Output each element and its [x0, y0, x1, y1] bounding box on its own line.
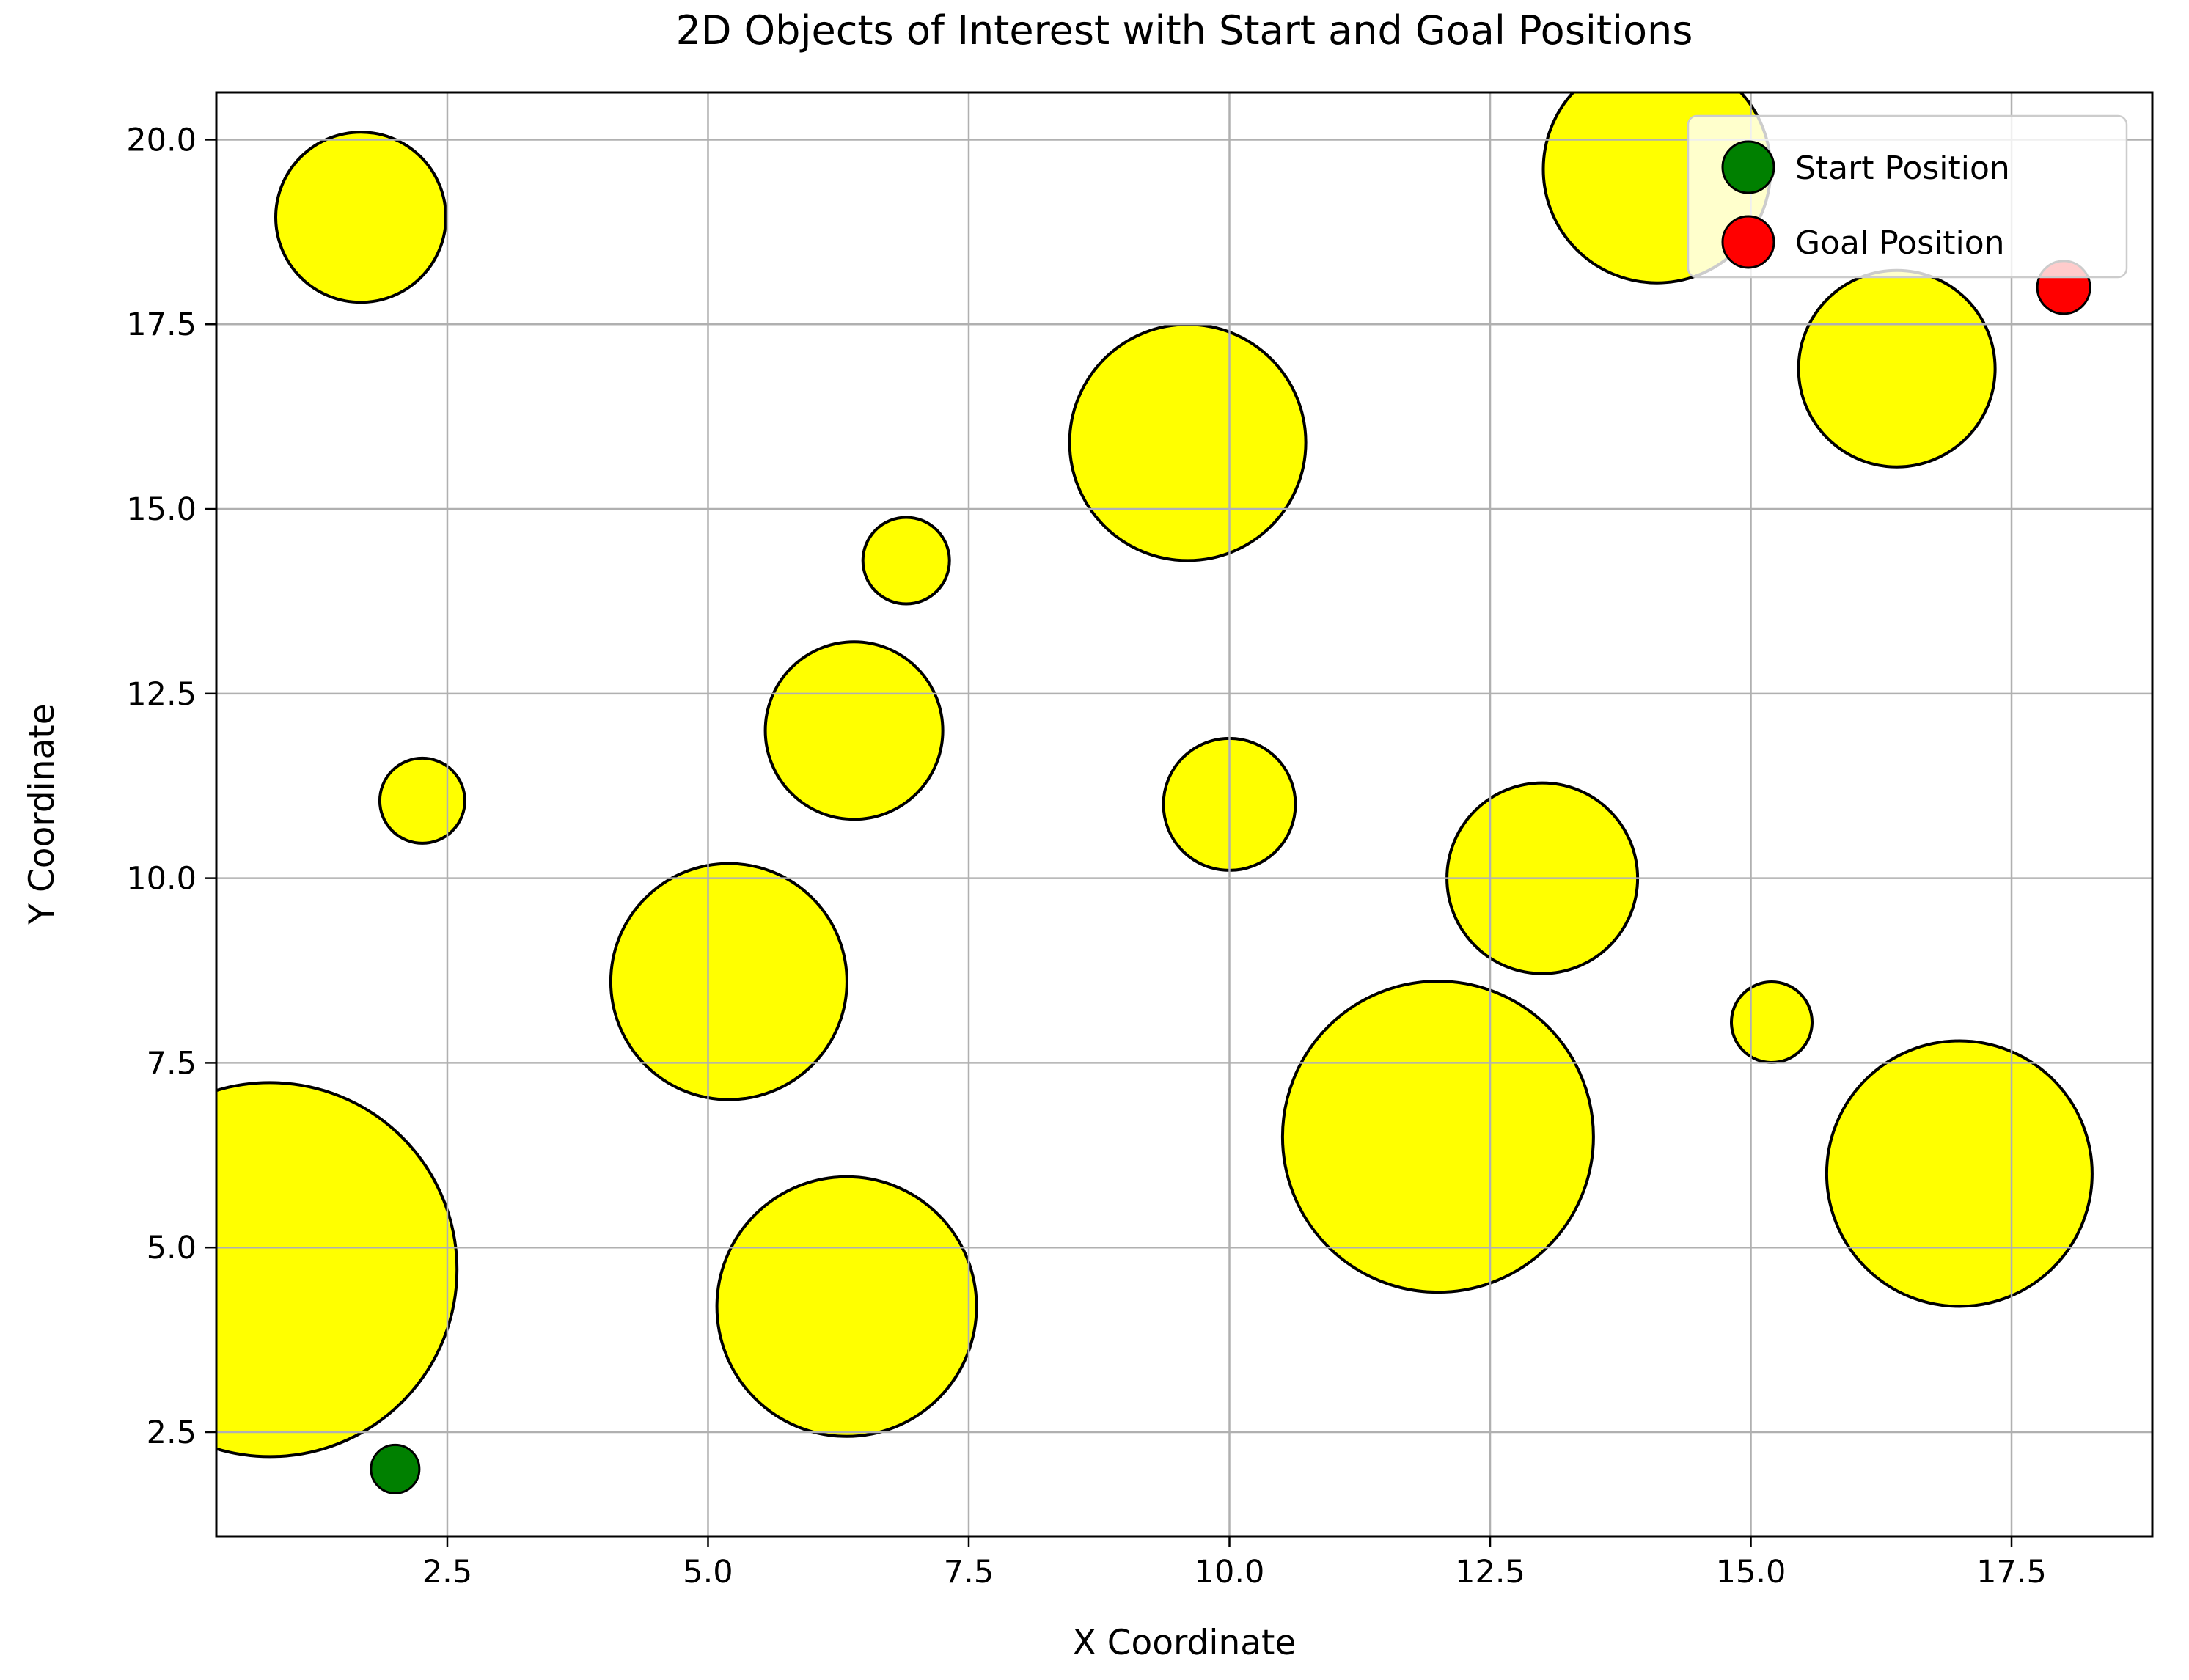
object-circle	[378, 756, 466, 845]
object-circle	[1068, 323, 1308, 562]
object-circle	[715, 1175, 978, 1438]
object-circle	[1280, 980, 1595, 1294]
x-tick-label: 7.5	[944, 1554, 994, 1591]
x-tick-label: 12.5	[1455, 1554, 1525, 1591]
ticks-layer: 2.5 5.0 7.5 10.0 12.5 15.0 17.5 2.5 5.0 7.5 10.0 12…	[126, 122, 2047, 1591]
objects-layer	[216, 92, 2094, 1459]
object-circle	[1797, 268, 1997, 469]
y-tick-label: 7.5	[147, 1045, 197, 1082]
y-tick-label: 12.5	[126, 676, 197, 713]
grid-layer	[216, 92, 2152, 1536]
object-circle	[763, 640, 945, 821]
start-marker	[370, 1443, 421, 1494]
object-circle	[1730, 980, 1814, 1064]
chart-title: 2D Objects of Interest with Start and Go…	[675, 7, 1693, 54]
y-tick-label: 20.0	[126, 122, 197, 158]
legend-label: Start Position	[1795, 150, 2010, 187]
legend-box	[1687, 114, 2128, 279]
y-tick-label: 10.0	[126, 861, 197, 898]
x-tick-label: 2.5	[422, 1554, 472, 1591]
legend-marker-start	[1721, 140, 1775, 194]
legend-marker-goal	[1721, 215, 1775, 269]
legend: Start Position Goal Position	[1687, 114, 2128, 279]
x-tick-label: 5.0	[683, 1554, 733, 1591]
axes-border	[215, 91, 2154, 1538]
y-tick-label: 17.5	[126, 307, 197, 343]
object-circle	[274, 131, 447, 304]
legend-label: Goal Position	[1795, 224, 2005, 262]
x-axis-label: X Coordinate	[1072, 1623, 1297, 1663]
x-tick-label: 15.0	[1716, 1554, 1786, 1591]
y-tick-label: 2.5	[147, 1415, 197, 1451]
object-circle	[861, 516, 951, 606]
y-tick-label: 5.0	[147, 1230, 197, 1266]
object-circle	[609, 862, 848, 1101]
y-tick-label: 15.0	[126, 491, 197, 528]
x-tick-label: 17.5	[1976, 1554, 2047, 1591]
object-circle	[1825, 1039, 2094, 1308]
object-circle	[216, 1081, 459, 1459]
x-tick-label: 10.0	[1195, 1554, 1265, 1591]
